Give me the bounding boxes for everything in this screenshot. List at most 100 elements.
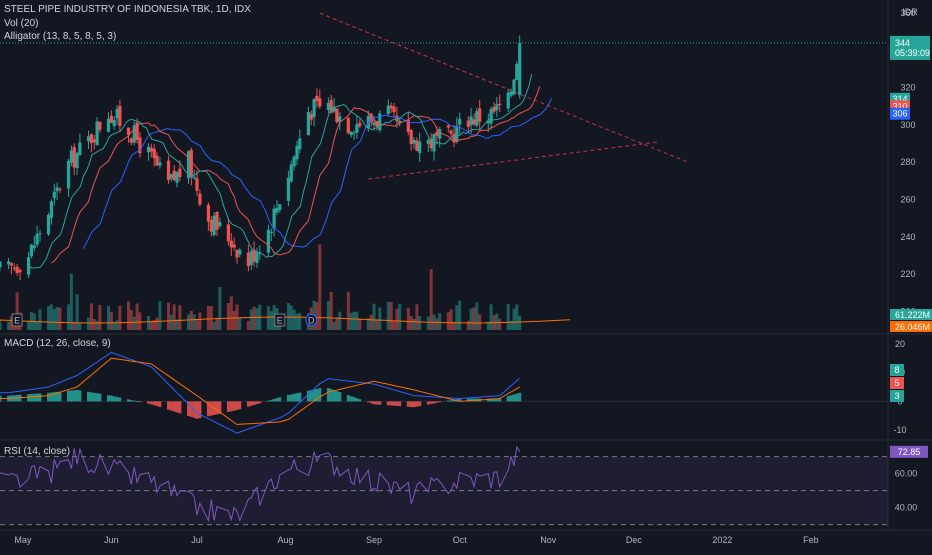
rsi-pane[interactable] [0, 456, 888, 526]
volume-bar [375, 319, 379, 330]
volume-bar [209, 306, 213, 330]
candle-body [486, 120, 490, 124]
macd-value-tag [890, 377, 904, 389]
macd-histogram-bar [129, 400, 133, 402]
volume-bar [226, 303, 230, 330]
candle-body [226, 224, 230, 242]
candle-body [72, 147, 76, 168]
macd-histogram-bar [518, 392, 522, 402]
candle-body [166, 160, 171, 181]
macd-histogram-bar [252, 401, 256, 405]
macd-histogram-bar [318, 388, 322, 402]
volume-bar [49, 304, 53, 330]
volume-bar [107, 305, 110, 330]
macd-histogram-bar [47, 392, 50, 402]
volume-bar [172, 304, 176, 330]
volume-bar [78, 322, 82, 330]
time-axis-label: Oct [453, 535, 468, 545]
macd-value-tag [890, 390, 904, 402]
macd-histogram-bar [266, 400, 270, 402]
candle-body [112, 119, 116, 127]
macd-histogram-bar [278, 397, 282, 402]
candle-body [289, 164, 293, 182]
volume-bar [195, 320, 199, 330]
macd-histogram-bar [406, 401, 410, 407]
candle-body [452, 134, 456, 143]
candle-body [329, 100, 333, 113]
candle-body [429, 138, 433, 149]
macd-histogram-bar [295, 393, 299, 402]
macd-histogram-bar [366, 401, 370, 403]
alligator-price-tag-label: 314 [892, 94, 907, 104]
volume-bar [246, 320, 250, 330]
currency-label: IDR [902, 7, 918, 17]
volume-bar [415, 304, 419, 330]
candle-body [355, 124, 359, 133]
macd-histogram-bar [509, 395, 513, 402]
candle-body [138, 137, 142, 154]
macd-histogram-bar [29, 394, 33, 402]
symbol-legend[interactable]: STEEL PIPE INDUSTRY OF INDONESIA TBK, 1D… [4, 4, 251, 15]
candle-body [432, 134, 436, 152]
volume-bar [218, 287, 222, 330]
candle-body [232, 244, 236, 248]
candle-body [392, 106, 396, 113]
volume-legend[interactable]: Vol (20) [4, 18, 39, 29]
volume-bar [395, 308, 399, 330]
alligator-lips-line [28, 73, 533, 269]
candle-body [466, 120, 470, 127]
macd-value-tag [890, 364, 904, 376]
macd-histogram-bar [309, 390, 313, 402]
macd-legend[interactable]: MACD (12, 26, close, 9) [4, 338, 111, 349]
time-axis-label: 2022 [712, 535, 732, 545]
macd-histogram-bar [515, 393, 519, 402]
volume-bar [509, 320, 513, 330]
candle-body [118, 106, 122, 127]
volume-bar [389, 301, 393, 330]
volume-bar [349, 312, 353, 330]
candle-body [218, 222, 222, 227]
candle-body [286, 177, 290, 201]
rsi-legend[interactable]: RSI (14, close) [4, 446, 71, 457]
candle-body [369, 113, 373, 123]
price-axis-column[interactable] [888, 0, 932, 550]
candle-body [32, 245, 36, 249]
volume-bar [472, 307, 476, 330]
macd-pane[interactable] [0, 351, 888, 434]
volume-bar [158, 301, 162, 330]
candle-body [152, 148, 156, 158]
volume-bar [232, 310, 236, 330]
macd-histogram-bar [378, 401, 382, 405]
volume-bar [506, 304, 510, 330]
macd-histogram-bar [418, 401, 422, 407]
volume-bar [147, 316, 150, 330]
macd-histogram-bar [312, 389, 316, 402]
candle-body [75, 152, 79, 168]
macd-histogram-bar [52, 392, 56, 402]
macd-histogram-bar [127, 399, 130, 402]
candle-body [298, 138, 302, 150]
volume-bar [495, 313, 499, 330]
candle-body [29, 244, 33, 257]
macd-tick-label: -10 [893, 425, 906, 435]
macd-histogram-bar [167, 401, 170, 410]
candle-body [295, 145, 299, 160]
volume-bar [335, 317, 339, 330]
macd-histogram-bar [275, 398, 279, 402]
volume-bar [429, 269, 433, 330]
candle-body [455, 125, 459, 142]
macd-histogram-bar [438, 401, 442, 403]
alligator-legend[interactable]: Alligator (13, 8, 5, 8, 5, 3) [4, 31, 117, 42]
candle-body [27, 257, 31, 275]
volume-bar [135, 303, 139, 330]
volume-bar [58, 307, 62, 330]
macd-histogram-bar [429, 401, 433, 404]
volume-bar [47, 306, 50, 330]
volume-bar [378, 307, 382, 330]
candle-body [78, 142, 82, 155]
volume-bar [358, 318, 362, 330]
price-tick-label: 300 [900, 120, 915, 130]
volume-bar [292, 309, 296, 330]
